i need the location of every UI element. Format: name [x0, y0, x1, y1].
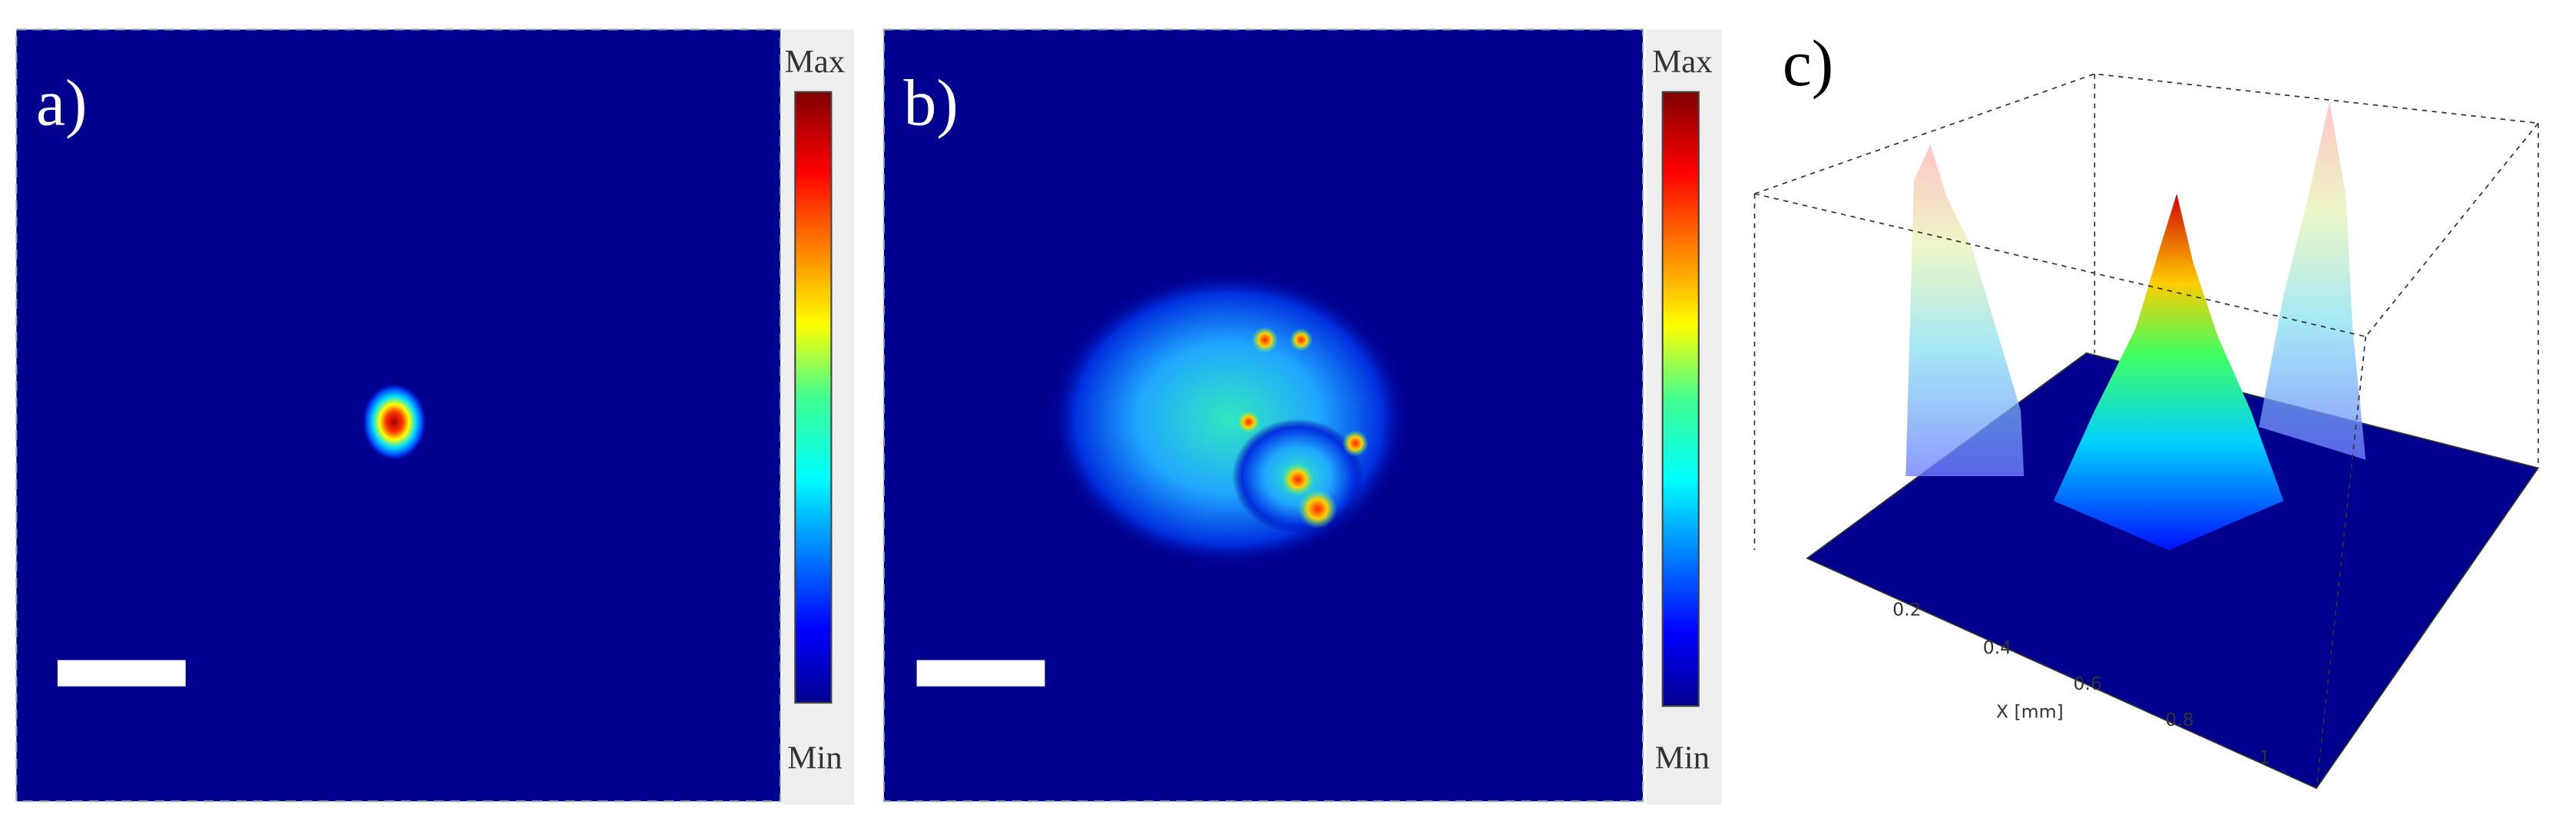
- x-tick-label: 0.6: [2073, 673, 2101, 694]
- bounding-box: [1753, 73, 2539, 789]
- panel-a: a) Max Min: [15, 28, 855, 805]
- x-tick-label: 0.2: [1892, 599, 1921, 621]
- peak: [2053, 194, 2284, 551]
- colorbar-min: Min: [787, 740, 842, 776]
- focal-spot: [361, 382, 428, 462]
- panel-c: c) 0.2 0.4 0.6 0.8 1 X [mm]: [1753, 27, 2540, 790]
- colorbar-min: Min: [1655, 740, 1710, 776]
- emission-region: [1048, 270, 1410, 567]
- hot-spot: [1251, 326, 1279, 353]
- hot-spot: [1290, 328, 1313, 352]
- hot-spot: [1342, 430, 1369, 457]
- x-tick-label: 0.4: [1983, 637, 2011, 658]
- scale-bar: [57, 660, 186, 687]
- colorbar: [1661, 91, 1700, 707]
- hot-spot: [1281, 462, 1315, 496]
- panel-b: b) Max Min: [882, 28, 1722, 805]
- colorbar: [794, 91, 833, 704]
- colorbar-max: Max: [1652, 44, 1712, 80]
- panel-label: b): [903, 67, 958, 140]
- x-axis: 0.2 0.4 0.6 0.8 1 X [mm]: [1892, 599, 2270, 768]
- x-axis-label: X [mm]: [1996, 700, 2064, 722]
- x-tick-label: 1: [2259, 747, 2270, 768]
- hot-spot: [1237, 410, 1260, 434]
- x-tick-label: 0.8: [2165, 709, 2194, 730]
- scale-bar: [916, 660, 1045, 687]
- projection-right: [2259, 101, 2366, 460]
- projection-left: [1906, 144, 2025, 477]
- panel-label: c): [1783, 27, 1833, 100]
- panel-label: a): [36, 67, 87, 140]
- hot-spot: [1297, 489, 1338, 529]
- colorbar-max: Max: [785, 44, 845, 80]
